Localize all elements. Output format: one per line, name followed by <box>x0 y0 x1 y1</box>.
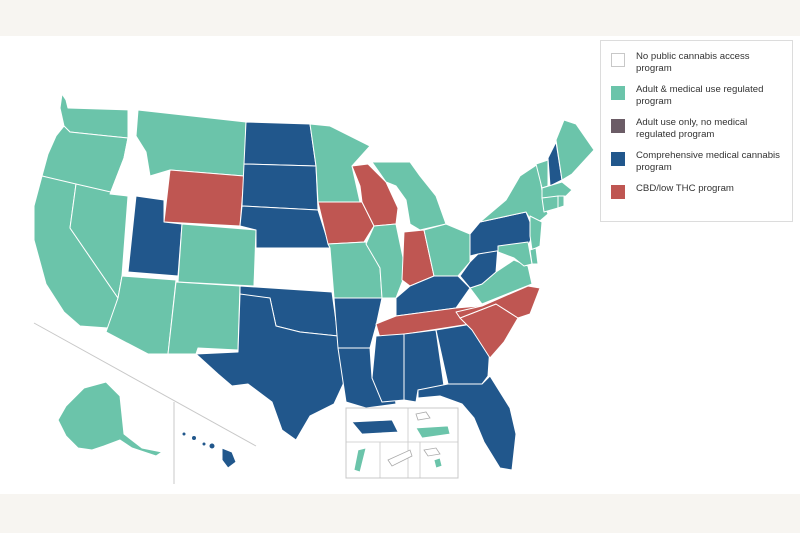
top-band <box>0 0 800 36</box>
state-AZ[interactable] <box>105 275 177 355</box>
legend-item-none: No public cannabis access program <box>611 51 784 84</box>
legend-label: Adult use only, no medical regulated pro… <box>636 117 748 140</box>
territory-NMI[interactable] <box>387 449 413 467</box>
legend-item-cbd: CBD/low THC program <box>611 183 784 216</box>
territory-AS[interactable] <box>423 447 441 457</box>
state-IL[interactable] <box>365 223 407 299</box>
state-SD[interactable] <box>241 163 319 211</box>
legend-swatch-none <box>611 53 625 67</box>
state-WY[interactable] <box>163 169 245 227</box>
state-RI[interactable] <box>557 195 565 209</box>
state-KS[interactable] <box>253 247 333 293</box>
us-cannabis-map <box>33 93 595 484</box>
legend-swatch-adult-medical <box>611 86 625 100</box>
state-NC[interactable] <box>455 285 541 319</box>
territory-VI2[interactable] <box>415 425 451 439</box>
legend-swatch-comprehensive <box>611 152 625 166</box>
legend-label: CBD/low THC program <box>636 183 734 194</box>
legend-item-adult-only: Adult use only, no medical regulated pro… <box>611 117 784 150</box>
state-AK[interactable] <box>57 381 163 457</box>
territories-inset <box>345 407 459 479</box>
territory-GU[interactable] <box>353 447 367 473</box>
legend-item-comprehensive: Comprehensive medical cannabis program <box>611 150 784 183</box>
state-IA[interactable] <box>317 201 375 245</box>
legend-swatch-cbd <box>611 185 625 199</box>
state-MD[interactable] <box>497 241 533 267</box>
state-CO[interactable] <box>177 223 257 287</box>
state-ME[interactable] <box>555 119 595 181</box>
state-MS[interactable] <box>371 333 405 403</box>
legend-label: Comprehensive medical cannabis program <box>636 150 780 173</box>
state-FL[interactable] <box>417 375 517 471</box>
state-AR[interactable] <box>333 297 383 349</box>
state-MN[interactable] <box>309 123 371 203</box>
inset-dividers <box>33 322 257 484</box>
state-NM[interactable] <box>167 281 241 355</box>
state-WA[interactable] <box>59 93 133 139</box>
state-NJ[interactable] <box>529 215 543 251</box>
legend-swatch-adult-only <box>611 119 625 133</box>
territory-USVI[interactable] <box>415 411 431 421</box>
legend-label: Adult & medical use regulated program <box>636 84 764 107</box>
legend-label: No public cannabis access program <box>636 51 750 74</box>
state-MA[interactable] <box>541 181 573 199</box>
state-HI[interactable] <box>181 431 237 469</box>
state-CT[interactable] <box>541 195 559 213</box>
territory-PR[interactable] <box>351 419 399 435</box>
bottom-band <box>0 494 800 533</box>
state-MT[interactable] <box>135 109 247 177</box>
legend-item-adult-medical: Adult & medical use regulated program <box>611 84 784 117</box>
state-TX[interactable] <box>195 293 347 441</box>
state-ND[interactable] <box>243 121 317 167</box>
territory-small[interactable] <box>433 457 443 469</box>
legend: No public cannabis access program Adult … <box>600 40 793 222</box>
